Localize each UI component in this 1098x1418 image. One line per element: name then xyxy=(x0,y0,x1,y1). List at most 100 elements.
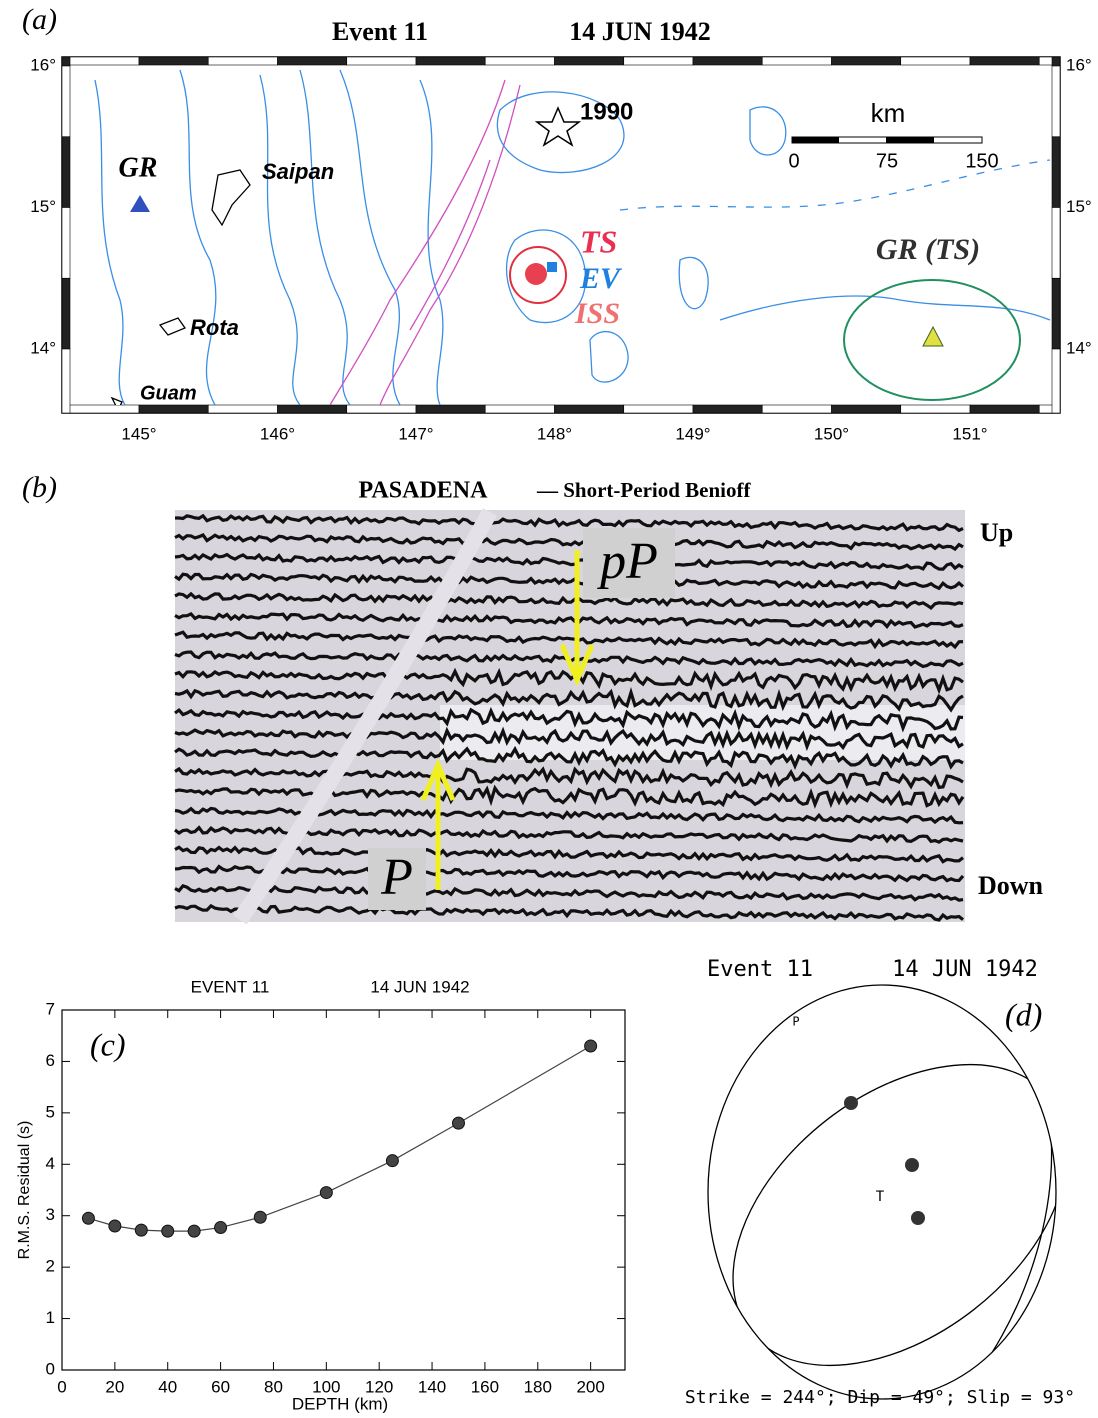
seismogram-trace xyxy=(174,766,964,790)
border-segment xyxy=(61,65,71,138)
border-segment xyxy=(484,56,555,66)
lat-label: 16° xyxy=(30,55,56,74)
border-segment xyxy=(1051,348,1061,414)
contour xyxy=(589,331,629,383)
y-tick-label: 3 xyxy=(46,1205,55,1224)
contours xyxy=(94,69,1051,405)
lon-label: 150° xyxy=(814,424,849,443)
x-tick-label: 160 xyxy=(471,1377,499,1396)
lon-label: 146° xyxy=(260,424,295,443)
contour xyxy=(299,69,351,405)
polarity-marker xyxy=(911,1211,925,1225)
contour xyxy=(329,79,506,405)
map-border xyxy=(61,56,1061,414)
focal-sphere xyxy=(707,984,1057,1400)
contour xyxy=(379,84,521,405)
border-segment xyxy=(900,56,971,66)
ts-ellipse xyxy=(509,246,567,304)
border-segment xyxy=(1051,65,1061,138)
seismogram-trace xyxy=(174,845,964,864)
border-segment xyxy=(692,56,763,66)
border-segment xyxy=(207,56,278,66)
x-tick-label: 20 xyxy=(105,1377,124,1396)
gr-marker xyxy=(922,325,944,347)
seismogram-trace xyxy=(174,533,964,552)
station-title: PASADENA xyxy=(359,478,489,504)
panel-label: (b) xyxy=(22,471,57,504)
lon-label: 147° xyxy=(398,424,433,443)
y-tick-label: 5 xyxy=(46,1102,55,1121)
x-tick-label: 180 xyxy=(524,1377,552,1396)
panel-label: (c) xyxy=(90,1026,126,1062)
border-segment xyxy=(623,404,694,414)
x-tick-label: 100 xyxy=(312,1377,340,1396)
rms-chart: EVENT 11 14 JUN 1942 (c) DEPTH (km) R.M.… xyxy=(16,977,626,1413)
x-tick-label: 40 xyxy=(158,1377,177,1396)
border-segment xyxy=(61,348,71,414)
chart-title: EVENT 11 xyxy=(191,977,270,996)
data-point xyxy=(81,1211,95,1225)
contour xyxy=(259,74,301,405)
seismogram-trace xyxy=(174,903,964,922)
seismogram-panel: (b) PASADENA — Short-Period Benioff pP P… xyxy=(22,471,1044,925)
plot-frame xyxy=(61,1009,626,1371)
seismogram-trace xyxy=(174,706,964,733)
contour xyxy=(409,159,491,331)
border-segment xyxy=(969,404,1040,414)
focal-title: Event 11 xyxy=(707,957,813,982)
solution-label: ISS xyxy=(574,297,620,330)
seismogram-trace xyxy=(174,884,964,902)
border-segment xyxy=(1051,136,1061,208)
data-point xyxy=(385,1154,399,1168)
station-marker xyxy=(130,195,150,212)
seismogram-trace xyxy=(233,508,497,925)
border-segment xyxy=(346,56,417,66)
border-segment xyxy=(484,404,555,414)
y-axis-label: R.M.S. Residual (s) xyxy=(16,1121,33,1260)
border-segment xyxy=(1051,56,1061,67)
seismogram-trace xyxy=(174,572,965,591)
border-segment xyxy=(1051,277,1061,350)
lon-label: 149° xyxy=(675,424,710,443)
lat-label: 15° xyxy=(30,197,56,216)
ts-marker xyxy=(525,263,547,285)
data-point xyxy=(253,1210,267,1224)
border-segment xyxy=(761,56,832,66)
y-tick-label: 6 xyxy=(46,1051,55,1070)
solution-label: TS xyxy=(580,223,617,259)
y-tick-label: 0 xyxy=(46,1359,55,1378)
seismogram-trace xyxy=(174,784,965,809)
scale-label: 75 xyxy=(876,150,898,172)
border-segment xyxy=(554,56,625,66)
seismogram-trace xyxy=(174,687,964,713)
x-tick-label: 80 xyxy=(264,1377,283,1396)
island xyxy=(158,317,186,336)
polarity-marker xyxy=(905,1158,919,1172)
data-point xyxy=(584,1039,598,1053)
orientation-label: Down xyxy=(978,871,1044,900)
place-label: Saipan xyxy=(262,159,334,184)
focal-caption: Strike = 244°; Dip = 49°; Slip = 93° xyxy=(685,1387,1075,1408)
x-axis-label: DEPTH (km) xyxy=(292,1394,388,1413)
phase-label: pP xyxy=(596,533,658,590)
border-segment xyxy=(138,404,209,414)
border-segment xyxy=(61,136,71,208)
x-tick-label: 0 xyxy=(57,1377,66,1396)
seismogram-trace xyxy=(175,513,964,533)
map-panel: (a) Event 11 14 JUN 1942 GR xyxy=(22,3,1092,444)
place-label: GR xyxy=(119,152,158,183)
island xyxy=(110,396,123,405)
lon-label: 145° xyxy=(121,424,156,443)
border-segment xyxy=(900,404,971,414)
island xyxy=(211,169,251,227)
x-tick-label: 60 xyxy=(211,1377,230,1396)
lat-label: 16° xyxy=(1066,55,1092,74)
contour xyxy=(419,79,444,405)
place-label: 1990 xyxy=(580,98,633,125)
contour xyxy=(179,69,217,405)
border-segment xyxy=(61,277,71,350)
border-segment xyxy=(207,404,278,414)
data-point xyxy=(134,1223,148,1237)
contour xyxy=(496,91,625,174)
polarity-marker xyxy=(844,1096,858,1110)
